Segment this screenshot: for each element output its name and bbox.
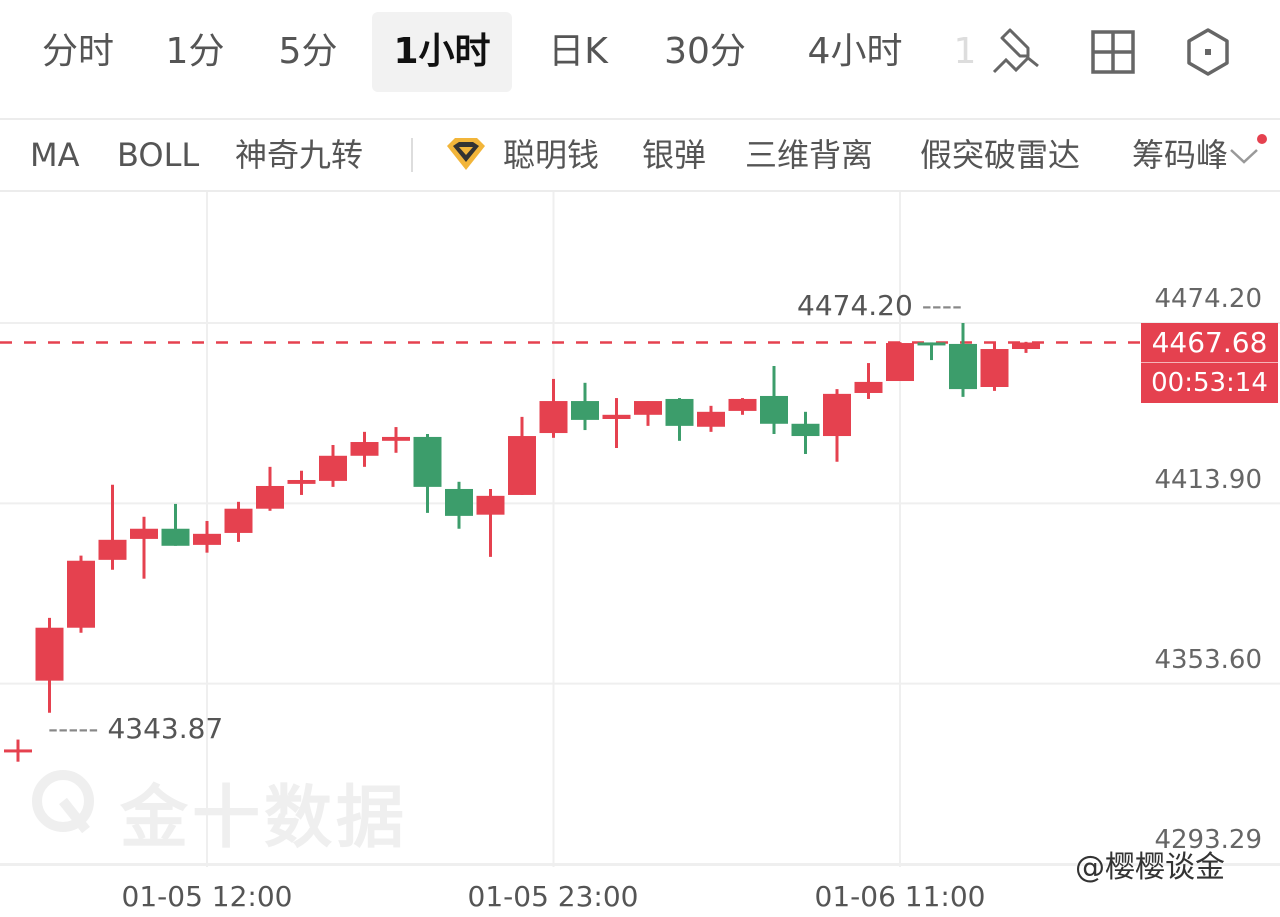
candle-body — [445, 488, 473, 516]
x-tick-label: 01-05 23:00 — [467, 880, 639, 913]
indicator-divider — [411, 138, 413, 172]
watermark-logo-icon — [32, 770, 94, 834]
tab-daily[interactable]: 日K — [548, 31, 608, 72]
layout-grid-icon[interactable] — [1083, 22, 1143, 82]
settings-hexagon-icon[interactable] — [1178, 22, 1238, 82]
fade-overlay — [1180, 242, 1230, 308]
candle-body — [35, 627, 64, 681]
candle-body — [1012, 342, 1040, 350]
candle-body — [571, 401, 599, 420]
candle-body — [67, 560, 95, 628]
y-tick-label: 4293.29 — [1154, 825, 1262, 855]
candle-body — [760, 395, 788, 424]
tab-4hour[interactable]: 4小时 — [807, 31, 903, 72]
indicator-chip-peak[interactable]: 筹码峰 — [1132, 136, 1229, 174]
candle-body — [539, 401, 568, 434]
candle-body — [256, 485, 284, 509]
indicator-false-breakout-radar[interactable]: 假突破雷达 — [920, 136, 1081, 174]
tab-more-partial[interactable]: 1 — [953, 31, 977, 72]
tab-1min[interactable]: 1分 — [165, 31, 225, 72]
current-price: 4467.68 — [1141, 323, 1278, 363]
candle-body — [161, 528, 190, 546]
current-price-badge: 4467.68 00:53:14 — [1141, 323, 1278, 403]
candle-body — [791, 423, 820, 437]
candle-body — [665, 398, 694, 426]
candle-body — [980, 349, 1009, 387]
draw-tool-icon[interactable] — [988, 22, 1048, 82]
candle-body — [319, 455, 347, 481]
y-tick-label: 4474.20 — [1154, 284, 1262, 314]
candle-body — [382, 436, 410, 441]
y-tick-label: 4353.60 — [1154, 645, 1262, 675]
indicator-smart-money[interactable]: 聪明钱 — [503, 136, 600, 174]
chevron-down-icon[interactable] — [1228, 144, 1260, 168]
low-price-label: 4343.87 — [107, 712, 224, 745]
candlestick-chart[interactable] — [0, 192, 1280, 917]
candle-body — [728, 398, 757, 411]
indicator-3d-divergence[interactable]: 三维背离 — [745, 136, 874, 174]
indicator-boll[interactable]: BOLL — [117, 136, 200, 174]
candle-body — [508, 436, 536, 495]
gold-diamond-icon — [447, 138, 485, 170]
period-tab-bar: 分时 1分 5分 1小时 日K 30分 4小时 1 — [0, 0, 1280, 120]
candle-body — [476, 495, 505, 515]
tab-30min[interactable]: 30分 — [664, 31, 746, 72]
candle-body — [917, 342, 946, 346]
candle-body — [224, 508, 253, 533]
candle-countdown: 00:53:14 — [1151, 368, 1268, 398]
tab-realtime[interactable]: 分时 — [41, 31, 114, 72]
candle-body — [4, 749, 32, 753]
candle-body — [886, 343, 914, 382]
candle-body — [854, 381, 883, 393]
indicator-silver-bullet[interactable]: 银弹 — [642, 136, 707, 174]
watermark: 金十数据 — [120, 779, 409, 858]
indicator-bar: MA BOLL 神奇九转 聪明钱 银弹 三维背离 假突破雷达 筹码峰 — [0, 120, 1280, 308]
candle-body — [350, 442, 379, 456]
candle-body — [193, 533, 221, 545]
high-price-label: 4474.20 — [797, 289, 913, 322]
candle-body — [697, 411, 725, 427]
candle-body — [634, 401, 662, 415]
credit-watermark: @樱樱谈金 — [1075, 850, 1225, 885]
high-price-marker: 4474.20 ---- — [797, 289, 963, 322]
x-tick-label: 01-06 11:00 — [814, 880, 986, 913]
candle-body — [287, 479, 316, 484]
candle-body — [823, 393, 851, 437]
notification-dot — [1257, 134, 1267, 144]
candle-body — [602, 414, 631, 419]
indicator-magic-nine[interactable]: 神奇九转 — [235, 136, 364, 174]
x-tick-label: 01-05 12:00 — [121, 880, 293, 913]
candle-body — [130, 528, 158, 539]
candle-body — [98, 539, 127, 560]
candle-body — [949, 343, 977, 390]
low-price-marker: ----- 4343.87 — [48, 712, 224, 745]
tab-1hour[interactable]: 1小时 — [372, 12, 512, 92]
y-tick-label: 4413.90 — [1154, 465, 1262, 495]
tab-5min[interactable]: 5分 — [278, 31, 338, 72]
candle-body — [413, 436, 442, 487]
indicator-ma[interactable]: MA — [30, 136, 80, 174]
